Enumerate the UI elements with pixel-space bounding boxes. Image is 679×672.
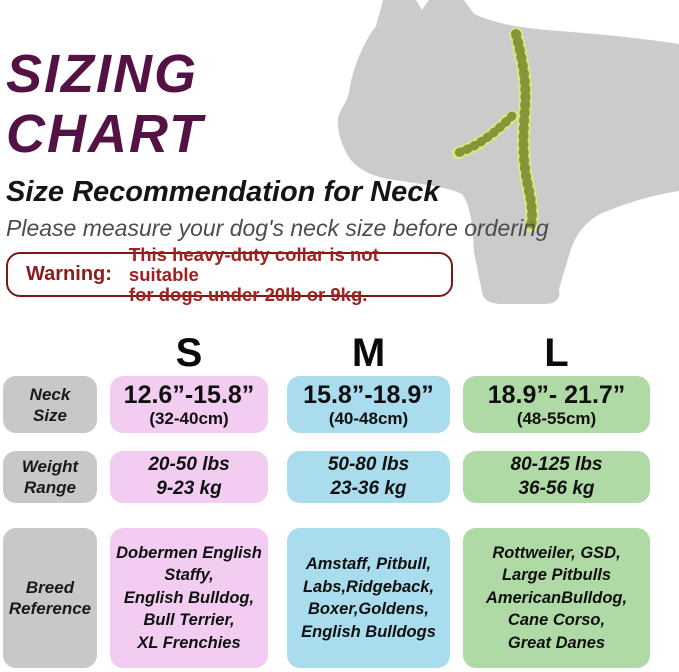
neck-size-l-cm: (48-55cm): [516, 409, 597, 428]
neck-size-cell-l: 18.9”- 21.7” (48-55cm): [463, 376, 650, 433]
neck-size-m-cm: (40-48cm): [328, 409, 409, 428]
dog-silhouette-with-measuring-tape-icon: [337, 0, 679, 304]
weight-cell-m: 50-80 lbs 23-36 kg: [287, 451, 450, 503]
row-label-weight-range: Weight Range: [3, 451, 97, 503]
page-title-line1: SIZING: [6, 44, 199, 104]
neck-size-s-inches: 12.6”-15.8”: [123, 381, 255, 409]
dog-silhouette-icon: [337, 0, 679, 304]
weight-cell-s: 20-50 lbs 9-23 kg: [110, 451, 268, 503]
neck-size-m-inches: 15.8”-18.9”: [303, 381, 434, 409]
measure-note: Please measure your dog's neck size befo…: [6, 215, 549, 241]
neck-size-s-cm: (32-40cm): [149, 409, 229, 428]
breed-cell-l: Rottweiler, GSD, Large Pitbulls American…: [463, 528, 650, 668]
measuring-tape-icon: [452, 27, 539, 233]
warning-box: Warning: This heavy-duty collar is not s…: [6, 244, 453, 304]
row-label-neck-size: Neck Size: [3, 376, 97, 433]
neck-size-l-inches: 18.9”- 21.7”: [487, 381, 626, 409]
warning-message: This heavy-duty collar is not suitable f…: [128, 243, 379, 305]
size-table: S M L Neck Size 12.6”-15.8” (32-40cm) 15…: [3, 330, 650, 668]
breed-cell-m: Amstaff, Pitbull, Labs,Ridgeback, Boxer,…: [287, 528, 450, 668]
breed-cell-s: Dobermen English Staffy, English Bulldog…: [110, 528, 268, 668]
neck-size-cell-m: 15.8”-18.9” (40-48cm): [287, 376, 450, 433]
row-label-breed-reference: Breed Reference: [3, 528, 97, 668]
page-subtitle: Size Recommendation for Neck: [6, 176, 440, 208]
page-title-line2: CHART: [6, 104, 204, 164]
neck-size-cell-s: 12.6”-15.8” (32-40cm): [110, 376, 268, 433]
warning-label: Warning:: [26, 263, 112, 285]
weight-cell-l: 80-125 lbs 36-56 kg: [463, 451, 650, 503]
size-header-l: L: [544, 330, 569, 375]
dog-graphic: [330, 0, 679, 318]
page-title: SIZING CHART: [6, 44, 204, 164]
size-header-s: S: [175, 330, 203, 375]
size-header-m: M: [351, 330, 386, 375]
